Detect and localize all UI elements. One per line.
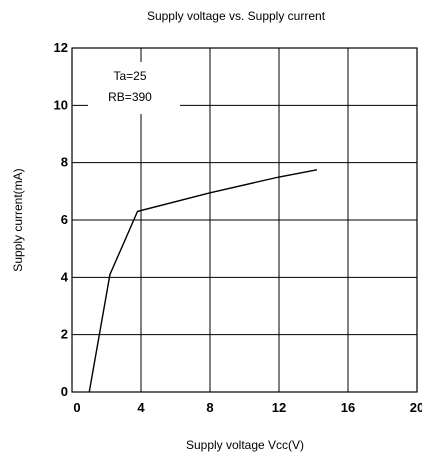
- x-tick-label: 12: [272, 400, 286, 415]
- tick-labels: 0 4 8 12 16 20 0 2 4 6 8 10 12: [54, 40, 422, 415]
- y-tick-label: 12: [54, 40, 68, 55]
- y-axis-label: Supply current(mA): [11, 168, 25, 271]
- plot-frame: [71, 47, 418, 393]
- chart-title: Supply voltage vs. Supply current: [147, 9, 326, 23]
- annotation-background: [88, 62, 180, 114]
- y-tick-label: 4: [61, 269, 69, 284]
- x-tick-label: 16: [341, 400, 355, 415]
- series-layer: [88, 169, 318, 393]
- y-tick-label: 10: [54, 97, 68, 112]
- y-tick-label: 8: [61, 155, 68, 170]
- annotation-rb: RB=390: [108, 90, 152, 104]
- annotation-ta: Ta=25: [113, 69, 146, 83]
- y-tick-label: 6: [61, 212, 68, 227]
- x-tick-label: 4: [137, 400, 145, 415]
- x-tick-label: 8: [206, 400, 213, 415]
- supply-current-line: [88, 169, 318, 393]
- x-tick-label: 0: [73, 400, 80, 415]
- y-tick-label: 0: [61, 384, 68, 399]
- x-tick-label: 20: [410, 400, 422, 415]
- y-tick-label: 2: [61, 327, 68, 342]
- grid: [72, 48, 417, 392]
- x-axis-label: Supply voltage Vcc(V): [186, 438, 304, 452]
